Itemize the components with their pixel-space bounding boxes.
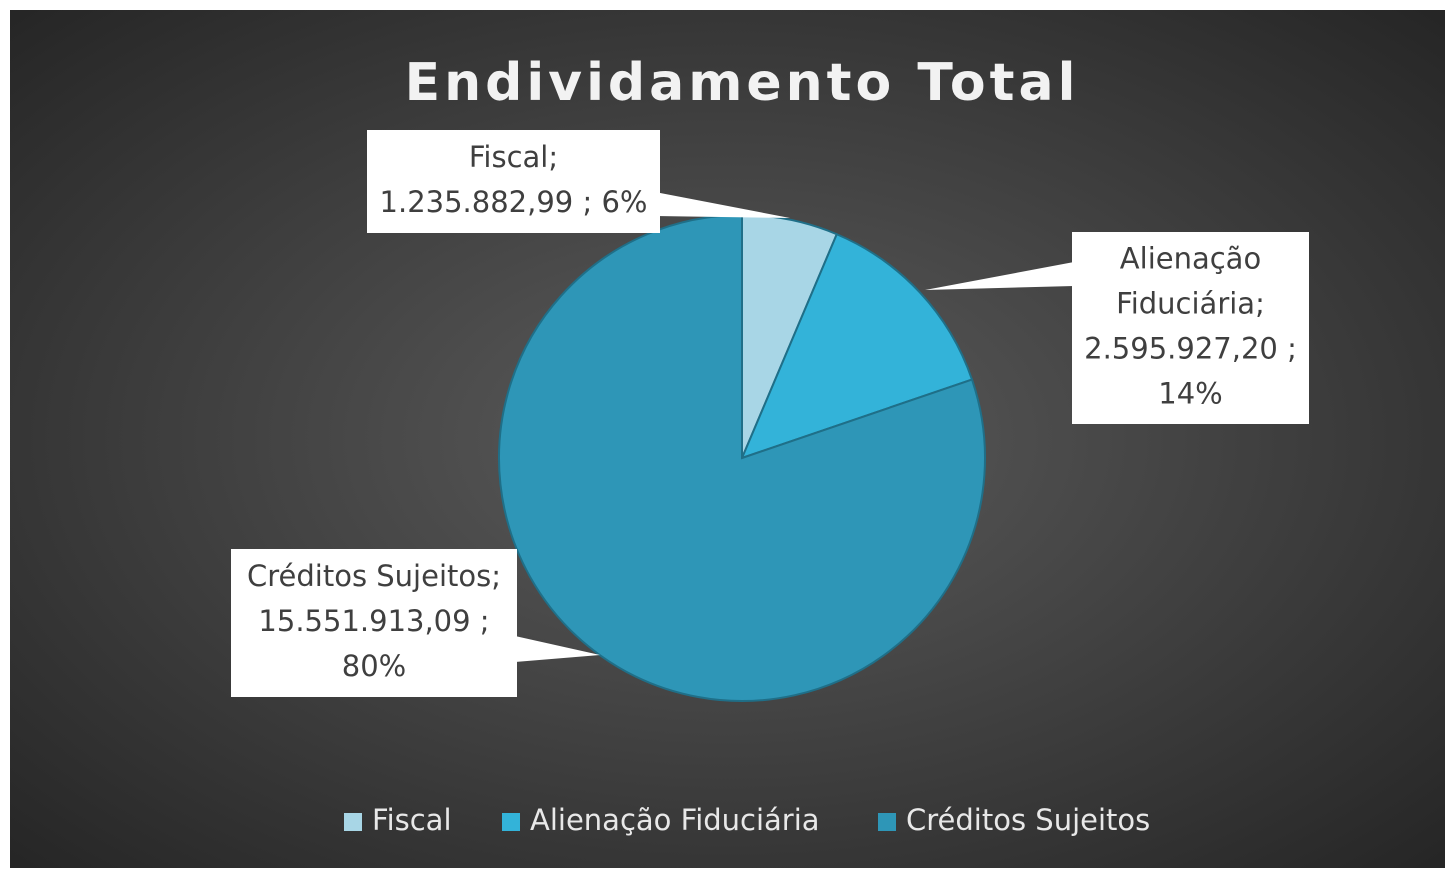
legend-label: Alienação Fiduciária bbox=[530, 803, 820, 837]
data-label: 80% bbox=[342, 649, 406, 683]
legend-label: Créditos Sujeitos bbox=[906, 803, 1150, 837]
data-label-box bbox=[231, 549, 517, 697]
leader bbox=[515, 636, 600, 662]
data-label: 2.595.927,20 ; bbox=[1084, 332, 1297, 366]
pie-slice bbox=[740, 232, 974, 460]
leader bbox=[925, 262, 1074, 290]
legend-label: Fiscal bbox=[372, 803, 452, 837]
chart-title: Endividamento Total bbox=[405, 53, 1080, 113]
leader bbox=[655, 192, 790, 218]
legend-swatch bbox=[502, 813, 520, 831]
data-label: 15.551.913,09 ; bbox=[258, 604, 489, 638]
data-label: Alienação bbox=[1120, 242, 1261, 276]
data-label: 1.235.882,99 ; 6% bbox=[380, 185, 648, 219]
data-label: Fiduciária; bbox=[1116, 287, 1265, 321]
data-label: 14% bbox=[1158, 377, 1222, 411]
data-label: Créditos Sujeitos; bbox=[247, 559, 501, 593]
legend-swatch bbox=[878, 813, 896, 831]
legend-swatch bbox=[344, 813, 362, 831]
data-label-box bbox=[367, 130, 660, 233]
data-label-box bbox=[1072, 232, 1309, 424]
pie-slice bbox=[498, 213, 986, 702]
data-label: Fiscal; bbox=[469, 140, 558, 174]
